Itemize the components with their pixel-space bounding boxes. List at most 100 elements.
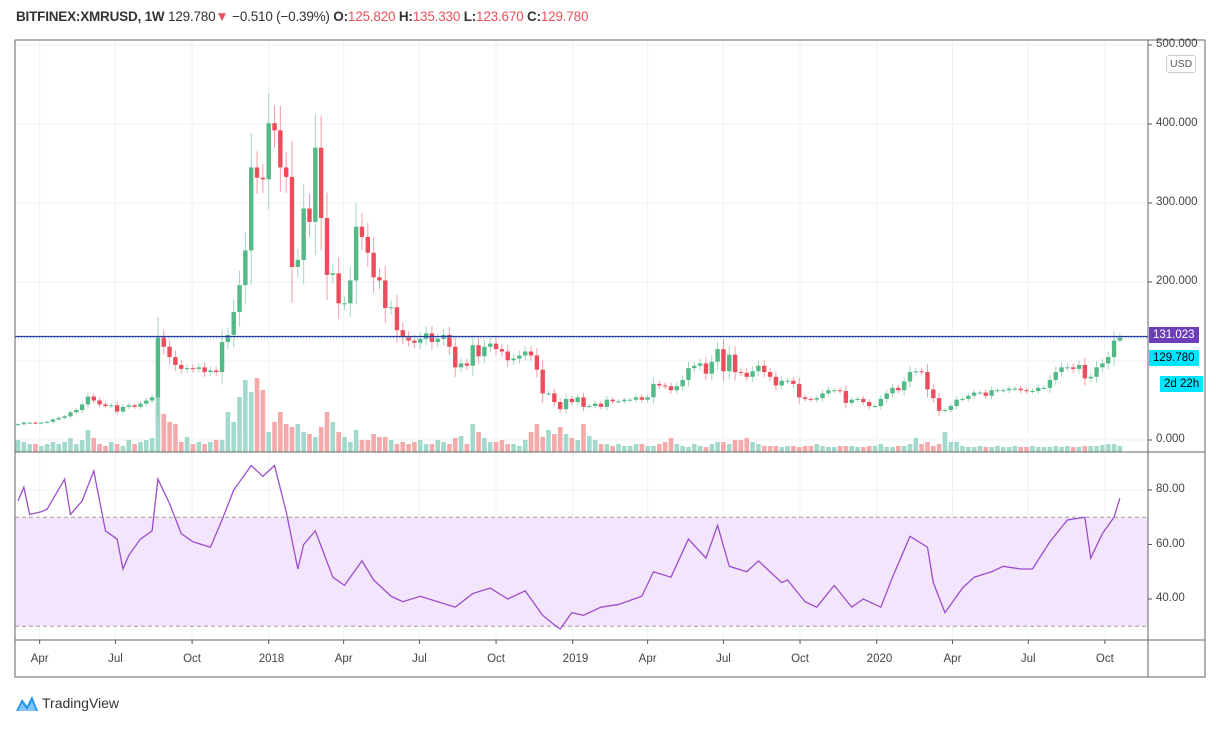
candle-body	[453, 346, 458, 368]
candle-body	[709, 361, 714, 374]
volume-bar	[301, 432, 306, 452]
candle-body	[289, 176, 295, 267]
volume-bar	[464, 444, 470, 452]
candle-body	[569, 398, 575, 403]
candle-body	[837, 390, 843, 392]
volume-bar	[348, 442, 353, 452]
close-value: 129.780	[540, 9, 589, 24]
rsi-axis-label: 40.00	[1156, 592, 1185, 604]
candle-body	[826, 390, 831, 394]
candle-body	[1036, 387, 1041, 392]
candle-body	[616, 401, 621, 403]
candle-body	[1018, 388, 1023, 391]
volume-bar	[458, 436, 464, 452]
candle-body	[313, 147, 318, 222]
candle-body	[184, 368, 190, 370]
tradingview-logo[interactable]: TradingView	[15, 693, 119, 713]
volume-bar	[995, 446, 1000, 452]
rsi-line	[17, 464, 1121, 630]
volume-bar	[167, 422, 172, 452]
candle-body	[843, 391, 849, 403]
currency-badge[interactable]: USD	[1166, 55, 1197, 73]
volume-bar	[435, 440, 441, 452]
volume-bar	[610, 446, 615, 452]
candle-body	[260, 177, 266, 180]
candle-body	[587, 406, 592, 408]
candle-body	[342, 303, 347, 305]
candle-body	[283, 167, 289, 177]
candle-body	[767, 372, 773, 377]
candle-body	[884, 393, 889, 399]
volume-bar	[39, 446, 44, 452]
candle-body	[808, 398, 814, 400]
volume-bar	[371, 434, 376, 452]
candle-body	[627, 399, 633, 401]
volume-bar	[773, 446, 779, 452]
volume-bar	[1035, 447, 1041, 452]
symbol-header: BITFINEX:XMRUSD, 1W 129.780▼ −0.510 (−0.…	[16, 9, 588, 24]
candle-body	[738, 372, 744, 374]
volume-bar	[1082, 446, 1088, 452]
candle-body	[56, 417, 62, 420]
candle-body	[62, 416, 67, 418]
volume-bar	[1100, 445, 1105, 452]
candle-body	[318, 147, 324, 219]
candle-body	[15, 424, 21, 426]
candle-body	[412, 340, 417, 343]
candle-body	[266, 123, 271, 180]
volume-bar	[493, 442, 499, 452]
volume-bar	[161, 414, 167, 452]
candle-body	[214, 370, 219, 373]
candle-body	[855, 398, 860, 400]
volume-bar	[680, 446, 685, 452]
volume-bar	[977, 446, 983, 452]
volume-bar	[732, 440, 738, 452]
volume-bar	[633, 444, 639, 452]
volume-bar	[283, 424, 289, 452]
volume-bar	[522, 440, 528, 452]
volume-bar	[470, 424, 476, 452]
last-price-tag: 129.780	[1149, 350, 1199, 366]
volume-bar	[861, 447, 866, 452]
volume-bar	[802, 446, 808, 452]
volume-bar	[1076, 447, 1082, 452]
candle-body	[161, 337, 166, 347]
candle-body	[896, 387, 901, 391]
candle-body	[418, 338, 423, 343]
candle-body	[21, 422, 27, 425]
volume-bar	[546, 430, 551, 452]
volume-bar	[726, 444, 732, 452]
candle-body	[849, 399, 854, 403]
volume-bar	[931, 446, 936, 452]
candle-body	[464, 363, 470, 366]
volume-bar	[313, 437, 318, 452]
volume-bar	[248, 392, 254, 452]
volume-bar	[645, 446, 650, 452]
candle-body	[394, 307, 400, 331]
time-axis-label: Oct	[487, 653, 505, 665]
candle-body	[400, 330, 405, 338]
candle-body	[966, 395, 971, 399]
volume-bar	[616, 444, 621, 452]
volume-bar	[855, 447, 860, 452]
candle-body	[662, 385, 668, 387]
volume-bar	[1041, 447, 1047, 452]
volume-bar	[796, 447, 802, 452]
volume-bar	[499, 440, 505, 452]
volume-bar	[831, 447, 837, 452]
candle-body	[353, 226, 359, 281]
volume-bar	[318, 427, 324, 452]
volume-bar	[779, 447, 785, 452]
candle-body	[592, 403, 598, 407]
candle-body	[79, 404, 85, 410]
volume-bar	[33, 444, 38, 452]
candle-body	[936, 398, 942, 411]
candle-body	[85, 396, 91, 405]
candle-body	[435, 338, 440, 343]
candle-body	[120, 406, 126, 412]
time-axis-label: Jul	[412, 653, 427, 665]
volume-bar	[138, 442, 143, 452]
volume-bar	[342, 437, 347, 452]
volume-bar	[441, 442, 446, 452]
